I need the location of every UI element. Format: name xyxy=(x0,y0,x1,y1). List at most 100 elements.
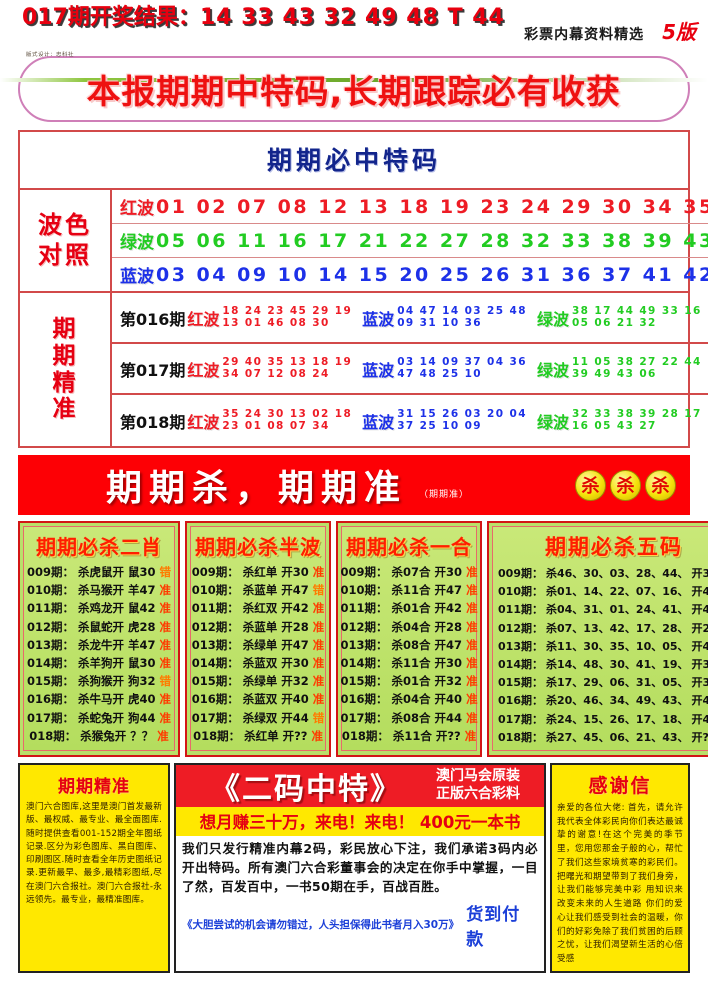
kill-row-status-badge: 错 xyxy=(312,583,325,598)
panel-thank-you-body: 亲爱的各位大佬: 首先，请允许我代表全体彩民向你们表达最诚挚的谢意!在这个完美的… xyxy=(557,802,683,965)
kill-row-issue: 012期： xyxy=(191,619,239,634)
kill-row-prediction: 杀鼠蛇开 xyxy=(78,619,125,634)
kill-row-issue: 009期： xyxy=(27,565,75,580)
kill-row-result: 虎40 xyxy=(128,692,156,707)
kill-row: 018期： 杀红单 开?? 准 xyxy=(193,727,323,745)
forecast-group-numbers: 35 24 30 13 02 18 23 01 08 07 34 xyxy=(222,409,352,431)
bose-row-blue-label: 蓝波 xyxy=(120,267,154,287)
kill-row-status-badge: 准 xyxy=(312,692,325,707)
kill-row-result: 开47 xyxy=(434,637,463,652)
panel-ad-footer-note: 《大胆尝试的机会请勿错过，人头担保得此书者月入30万》 xyxy=(182,919,460,932)
kill-row-result: 开44 xyxy=(434,710,463,725)
kill-row: 011期： 杀01合 开42 准 xyxy=(341,599,478,617)
kill-row-prediction: 杀马猴开 xyxy=(78,583,125,598)
panel-ad-subtitle: 澳门马会原装 正版六合彩料 xyxy=(436,765,544,807)
kill-row-result: 开?? xyxy=(282,728,308,743)
forecast-group-label: 蓝波 xyxy=(362,360,395,380)
kill-row-prediction: 杀01合 xyxy=(391,601,431,616)
kill-row-issue: 017期： xyxy=(340,710,388,725)
kill-row-prediction: 杀红单 xyxy=(244,728,279,743)
forecast-label-line2: 期 xyxy=(52,342,78,369)
kill-row-issue: 010期： xyxy=(191,583,239,598)
kill-column-one-sum: 期期必杀一合 009期： 杀07合 开30 准 010期： 杀11合 开47 准 011期： 杀0… xyxy=(336,521,483,757)
kill-row-issue: 012期： xyxy=(340,619,388,634)
kill-row: 017期： 杀蛇兔开 狗44 准 xyxy=(27,709,171,727)
forecast-numbers-line2: 05 06 21 32 xyxy=(571,316,657,329)
kill-row: 016期： 杀牛马开 虎40 准 xyxy=(27,690,171,708)
kill-row-result: 开40 xyxy=(691,694,708,708)
kill-row-prediction: 杀绿双 xyxy=(242,710,278,725)
main-table-title-text: 期期必中特码 xyxy=(266,146,441,175)
forecast-row: 第018期 红波 35 24 30 13 02 18 23 01 08 07 3… xyxy=(112,395,708,446)
forecast-group-red: 红波 18 24 23 45 29 19 13 01 46 08 30 xyxy=(187,306,352,330)
kill-row-result: 开47 xyxy=(281,583,309,598)
kill-row: 009期： 杀虎鼠开 鼠30 错 xyxy=(27,563,171,581)
kill-row-prediction: 杀11合 xyxy=(392,728,432,743)
forecast-group-numbers: 29 40 35 13 18 19 34 07 12 08 24 xyxy=(222,357,352,379)
kill-row-prediction: 杀蓝双 xyxy=(242,692,278,707)
kill-row-prediction: 杀蓝单 xyxy=(242,583,278,598)
kill-row-status-badge: 准 xyxy=(466,637,478,652)
kill-row-status-badge: 准 xyxy=(159,601,172,616)
kill-banner-subtext: （期期准） xyxy=(419,489,470,500)
kill-row-result: 羊47 xyxy=(128,637,156,652)
kill-row: 011期： 杀红双 开42 准 xyxy=(192,599,325,617)
kill-row: 013期： 杀龙牛开 羊47 准 xyxy=(27,636,171,654)
bose-row-green-label: 绿波 xyxy=(120,233,154,253)
kill-row-result: 开30 xyxy=(691,567,708,581)
kill-row: 010期： 杀马猴开 羊47 准 xyxy=(27,581,171,599)
kill-row-result: 开47 xyxy=(434,583,463,598)
kill-row-status-badge: 准 xyxy=(312,674,325,689)
forecast-group-red: 红波 29 40 35 13 18 19 34 07 12 08 24 xyxy=(187,357,352,381)
kill-row-prediction: 杀08合 xyxy=(391,710,431,725)
kill-columns: 期期必杀二肖 009期： 杀虎鼠开 鼠30 错 010期： 杀马猴开 羊47 准 011期： 杀鸡… xyxy=(18,521,708,757)
kill-row-issue: 010期： xyxy=(340,583,388,598)
kill-row-issue: 009期： xyxy=(498,567,543,581)
kill-badge-icon: 杀 xyxy=(575,469,606,501)
forecast-numbers-line1: 04 47 14 03 25 48 xyxy=(397,305,527,318)
kill-row-status-badge: 准 xyxy=(466,583,478,598)
kill-row-status-badge: 准 xyxy=(311,728,323,743)
kill-row: 012期： 杀鼠蛇开 虎28 准 xyxy=(27,618,171,636)
kill-row: 010期： 杀11合 开47 准 xyxy=(341,581,478,599)
kill-row-status-badge: 准 xyxy=(159,710,172,725)
kill-row-issue: 018期： xyxy=(341,728,389,743)
kill-row-result: 狗44 xyxy=(128,710,156,725)
kill-row-status-badge: 准 xyxy=(312,656,325,671)
kill-row-status-badge: 准 xyxy=(159,637,172,652)
kill-row: 018期： 杀11合 开?? 准 xyxy=(341,727,476,745)
kill-row-result: 开30 xyxy=(281,565,309,580)
panel-image-library-title: 期期精准 xyxy=(58,776,130,797)
kill-row: 018期： 杀猴兔开？？准 xyxy=(27,727,171,745)
kill-column-rows: 009期： 杀虎鼠开 鼠30 错 010期： 杀马猴开 羊47 准 011期： 杀鸡龙开 鼠42 准 0… xyxy=(27,563,171,745)
kill-row-prediction: 杀17、29、06、31、05、 xyxy=(546,676,689,690)
forecast-numbers-line2: 39 49 43 06 xyxy=(571,367,657,380)
kill-row-status-badge: 准 xyxy=(159,656,172,671)
kill-row-issue: 014期： xyxy=(498,658,543,672)
bose-section: 波色 对照 红波 01 02 07 08 12 13 18 19 23 24 2… xyxy=(20,190,708,293)
kill-row-issue: 018期： xyxy=(193,728,241,743)
panel-ad-title: 《二码中特》 xyxy=(210,771,402,807)
kill-row: 014期： 杀11合 开30 准 xyxy=(341,654,478,672)
top-bar: 017期开奖结果：14 33 43 32 49 48 T 44 彩票内幕资料精选… xyxy=(0,0,708,58)
kill-row-prediction: 杀羊狗开 xyxy=(78,656,125,671)
kill-row-status-badge: 准 xyxy=(312,601,325,616)
kill-row-prediction: 杀绿单 xyxy=(242,637,278,652)
kill-row: 016期： 杀蓝双 开40 准 xyxy=(192,690,325,708)
forecast-section: 期 期 精 准 第016期 红波 18 24 23 45 29 19 13 01… xyxy=(20,293,708,446)
kill-row-result: 鼠30 xyxy=(128,656,156,671)
kill-row-issue: 012期： xyxy=(498,621,543,635)
kill-row-issue: 010期： xyxy=(27,583,75,598)
forecast-group-numbers: 32 33 38 39 28 17 16 05 43 27 xyxy=(572,409,702,431)
draw-result-line: 017期开奖结果：14 33 43 32 49 48 T 44 xyxy=(22,6,505,30)
forecast-group-blue: 蓝波 03 14 09 37 04 36 47 48 25 10 xyxy=(362,357,527,381)
kill-row-issue: 014期： xyxy=(191,656,239,671)
bottom-panels: 期期精准 澳门六合图库,这里是澳门首发最新版、最权威、最专业、最全面图库.随时提… xyxy=(18,762,690,973)
kill-row-issue: 016期： xyxy=(340,692,388,707)
kill-row-issue: 017期： xyxy=(191,710,239,725)
kill-row-issue: 015期： xyxy=(191,674,239,689)
kill-row-prediction: 杀红单 xyxy=(242,565,278,580)
forecast-numbers-line1: 38 17 44 49 33 16 xyxy=(571,305,702,318)
